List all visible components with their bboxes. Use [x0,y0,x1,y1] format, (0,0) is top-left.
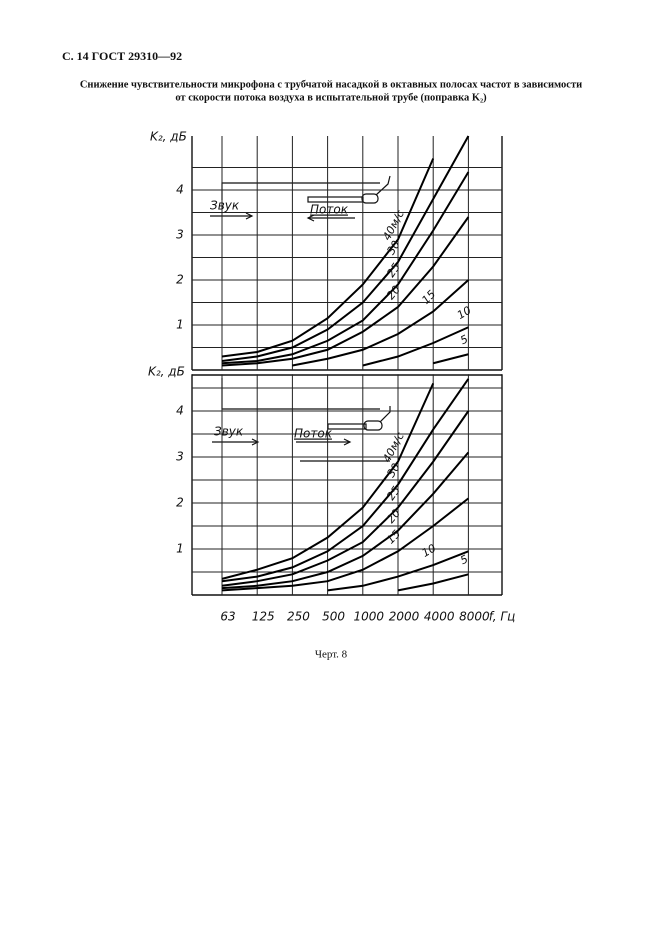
figure-label: Черт. 8 [315,649,348,661]
curve [327,550,469,592]
header: С. 14 ГОСТ 29310—92 [62,49,182,63]
x-tick-label: 500 [322,610,345,624]
curve [362,326,469,367]
curve-label: 5 [458,552,470,567]
curve-label: 20 [384,507,403,526]
curve [221,410,470,587]
inset-label: Поток [310,203,349,217]
curve-label: 15 [384,527,403,546]
y-tick-label: 1 [176,542,184,556]
curve-label: 25 [384,261,403,280]
curve-label: 20 [384,283,403,302]
y-axis-label: K₂, дБ [148,365,185,379]
curve [221,378,470,583]
curve-label: 15 [419,288,438,307]
curve-label: 30 [384,461,402,480]
curve [292,279,470,367]
inset-label: Звук [214,425,244,439]
x-tick-label: 1000 [354,610,385,624]
y-tick-label: 1 [176,318,184,332]
curve-label: 25 [384,484,403,503]
y-axis-label: K₂, дБ [150,130,187,144]
curve-label: 5 [458,332,470,347]
x-tick-label: 2000 [389,610,420,624]
y-tick-label: 3 [176,228,184,242]
curve-label: 10 [420,542,439,560]
curve-label: 40м/с [380,430,407,464]
x-tick-label: 63 [220,610,235,624]
x-tick-label: 4000 [424,610,455,624]
curve [432,353,469,365]
inset-label: Звук [210,199,240,213]
curve [397,573,469,592]
curve-label: 10 [455,304,474,322]
curve [221,382,435,580]
curve [221,171,470,365]
curve [221,497,470,592]
inset-label: Поток [294,427,333,441]
curve-label: 30 [384,238,402,257]
x-axis-label: f, Гц [489,610,516,624]
curve [221,216,470,367]
curve [221,158,435,358]
y-tick-label: 2 [176,273,184,287]
caption: Снижение чувствительности микрофона с тр… [80,79,582,90]
curve-label: 40м/с [380,208,407,242]
y-tick-label: 4 [176,183,184,197]
curve [221,451,470,590]
caption: от скорости потока воздуха в испытательн… [175,92,487,103]
curve [221,135,470,362]
y-tick-label: 4 [176,404,184,418]
x-tick-label: 250 [287,610,310,624]
y-tick-label: 2 [176,496,184,510]
x-tick-label: 8000 [459,610,490,624]
x-tick-label: 125 [252,610,275,624]
y-tick-label: 3 [176,450,184,464]
